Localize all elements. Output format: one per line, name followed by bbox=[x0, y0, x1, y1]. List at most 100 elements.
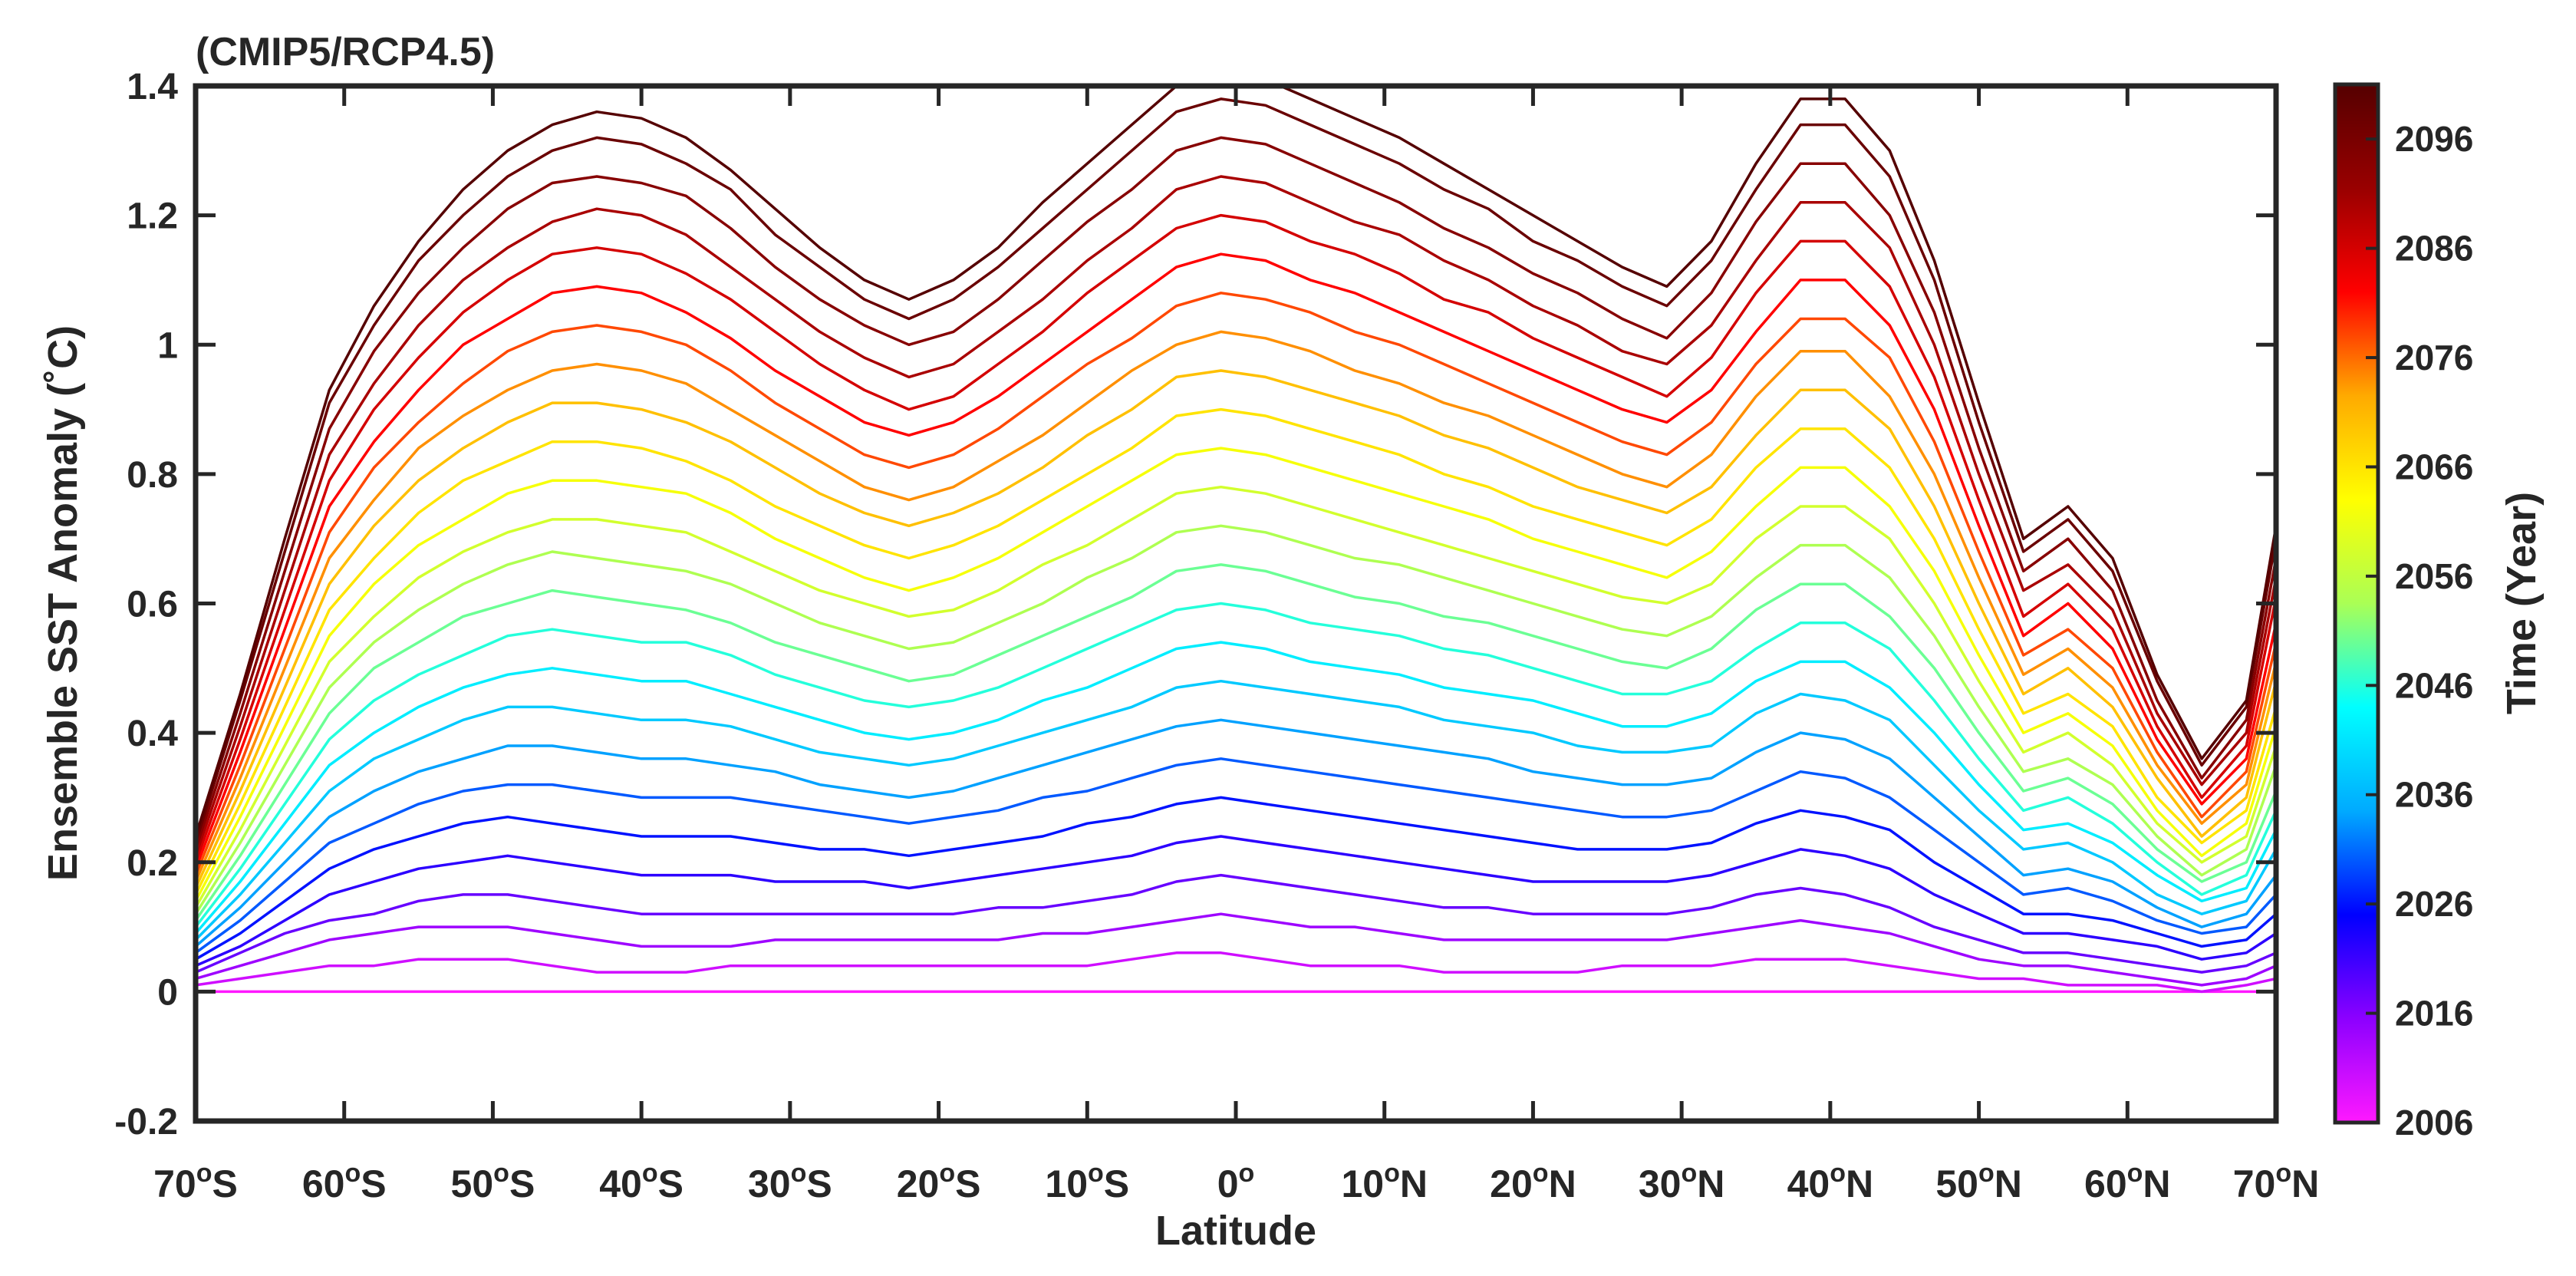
y-axis-ticks: -0.2 0 0.2 0.4 0.6 0.8 1 1.2 1.4 bbox=[114, 67, 2276, 1142]
x-tick-number: 70 bbox=[153, 1162, 196, 1205]
colorbar-tick-label: 2026 bbox=[2395, 884, 2473, 924]
x-tick-hemisphere: S bbox=[361, 1162, 386, 1205]
degree-mark: o bbox=[791, 1159, 807, 1188]
y-tick-label: 0.6 bbox=[127, 585, 178, 625]
colorbar-tick-label: 2086 bbox=[2395, 229, 2473, 269]
x-tick-number: 10 bbox=[1341, 1162, 1384, 1205]
colorbar-tick-label: 2006 bbox=[2395, 1103, 2473, 1142]
y-tick-label: -0.2 bbox=[114, 1102, 178, 1142]
x-tick-number: 50 bbox=[1935, 1162, 1978, 1205]
series-line-2054 bbox=[196, 524, 2276, 915]
series-line-2066 bbox=[196, 407, 2276, 895]
colorbar-tick-label: 2016 bbox=[2395, 994, 2473, 1034]
x-tick-label: 60oS bbox=[302, 1159, 387, 1205]
x-tick-number: 20 bbox=[897, 1162, 940, 1205]
x-tick-hemisphere: S bbox=[658, 1162, 684, 1205]
series-line-2090 bbox=[196, 175, 2276, 856]
x-tick-label: 20oS bbox=[897, 1159, 981, 1205]
series-line-2022 bbox=[196, 835, 2276, 968]
x-tick-number: 70 bbox=[2233, 1162, 2276, 1205]
colorbar-tick-label: 2056 bbox=[2395, 556, 2473, 596]
colorbar: 2006 2016 2026 2036 2046 2056 2066 2076 2086 2096… bbox=[2333, 82, 2545, 1142]
colorbar-label: Time (Year) bbox=[2499, 492, 2545, 714]
colorbar-gradient bbox=[2335, 84, 2378, 1123]
y-axis-label: Ensemble SST Anomaly (˚C) bbox=[40, 325, 86, 881]
colorbar-tick-label: 2076 bbox=[2395, 338, 2473, 378]
series-line-2026 bbox=[196, 796, 2276, 961]
degree-mark: o bbox=[642, 1159, 658, 1188]
x-tick-number: 60 bbox=[2084, 1162, 2127, 1205]
colorbar-tick-label: 2066 bbox=[2395, 447, 2473, 486]
series-line-2094 bbox=[196, 136, 2276, 850]
colorbar-tick-label: 2036 bbox=[2395, 775, 2473, 815]
chart-title: (CMIP5/RCP4.5) bbox=[196, 30, 495, 74]
x-tick-hemisphere: S bbox=[806, 1162, 832, 1205]
y-tick-label: 0.2 bbox=[127, 843, 178, 884]
degree-mark: o bbox=[196, 1159, 212, 1188]
degree-mark: o bbox=[1533, 1159, 1549, 1188]
x-tick-label: 60oN bbox=[2084, 1159, 2171, 1205]
x-axis-ticks: 70oS 60oS 50oS 40oS 30oS 20oS 10oS 0o 10oN 20oN 30… bbox=[153, 86, 2319, 1205]
series-line-2030 bbox=[196, 757, 2276, 955]
x-tick-label: 70oN bbox=[2233, 1159, 2320, 1205]
degree-mark: o bbox=[1088, 1159, 1104, 1188]
x-tick-hemisphere: S bbox=[955, 1162, 980, 1205]
degree-mark: o bbox=[2127, 1159, 2143, 1188]
x-tick-label: 20oN bbox=[1490, 1159, 1576, 1205]
degree-mark: o bbox=[1830, 1159, 1846, 1188]
series-line-2086 bbox=[196, 213, 2276, 863]
series-line-2101 bbox=[196, 86, 2276, 837]
x-tick-hemisphere: S bbox=[212, 1162, 238, 1205]
x-tick-label: 0o bbox=[1217, 1159, 1255, 1205]
y-tick-label: 1.4 bbox=[127, 67, 178, 107]
x-axis-label: Latitude bbox=[1155, 1208, 1316, 1254]
degree-mark: o bbox=[1239, 1159, 1255, 1188]
x-tick-label: 10oN bbox=[1341, 1159, 1428, 1205]
series-line-2098 bbox=[196, 97, 2276, 844]
degree-mark: o bbox=[1384, 1159, 1400, 1188]
x-tick-number: 40 bbox=[599, 1162, 642, 1205]
x-tick-label: 50oS bbox=[451, 1159, 535, 1205]
degree-mark: o bbox=[939, 1159, 955, 1188]
degree-mark: o bbox=[1682, 1159, 1698, 1188]
series-line-2074 bbox=[196, 330, 2276, 882]
series-line-2014 bbox=[196, 912, 2276, 987]
series-line-2070 bbox=[196, 369, 2276, 889]
y-tick-label: 0.4 bbox=[127, 714, 178, 754]
degree-mark: o bbox=[2275, 1159, 2291, 1188]
colorbar-ticks: 2006 2016 2026 2036 2046 2056 2066 2076 2086 2096 bbox=[2366, 119, 2473, 1142]
series-line-2050 bbox=[196, 563, 2276, 922]
x-tick-hemisphere: S bbox=[509, 1162, 535, 1205]
x-tick-number: 30 bbox=[1639, 1162, 1682, 1205]
y-tick-label: 1.2 bbox=[127, 196, 178, 237]
x-tick-label: 30oS bbox=[748, 1159, 832, 1205]
x-tick-label: 70oS bbox=[153, 1159, 238, 1205]
degree-mark: o bbox=[344, 1159, 361, 1188]
series-line-2042 bbox=[196, 641, 2276, 935]
series-line-2058 bbox=[196, 485, 2276, 908]
x-tick-label: 10oS bbox=[1045, 1159, 1129, 1205]
x-tick-number: 60 bbox=[302, 1162, 345, 1205]
series-line-2018 bbox=[196, 873, 2276, 974]
colorbar-tick-label: 2096 bbox=[2395, 119, 2473, 159]
series-line-2078 bbox=[196, 292, 2276, 876]
y-tick-label: 1 bbox=[157, 325, 178, 366]
series-line-2034 bbox=[196, 718, 2276, 948]
series-lines bbox=[196, 86, 2276, 994]
x-tick-hemisphere: N bbox=[1400, 1162, 1428, 1205]
series-line-2062 bbox=[196, 447, 2276, 902]
series-line-2082 bbox=[196, 252, 2276, 869]
series-line-2038 bbox=[196, 679, 2276, 941]
x-tick-hemisphere: S bbox=[1104, 1162, 1129, 1205]
x-tick-hemisphere: N bbox=[1549, 1162, 1576, 1205]
y-tick-label: 0.8 bbox=[127, 455, 178, 496]
x-tick-label: 40oS bbox=[599, 1159, 684, 1205]
x-tick-hemisphere: N bbox=[1697, 1162, 1724, 1205]
colorbar-tick-label: 2046 bbox=[2395, 665, 2473, 705]
series-line-2010 bbox=[196, 951, 2276, 994]
x-tick-number: 50 bbox=[451, 1162, 494, 1205]
x-tick-hemisphere: N bbox=[2143, 1162, 2170, 1205]
x-tick-number: 0 bbox=[1217, 1162, 1239, 1205]
x-tick-label: 30oN bbox=[1639, 1159, 1725, 1205]
